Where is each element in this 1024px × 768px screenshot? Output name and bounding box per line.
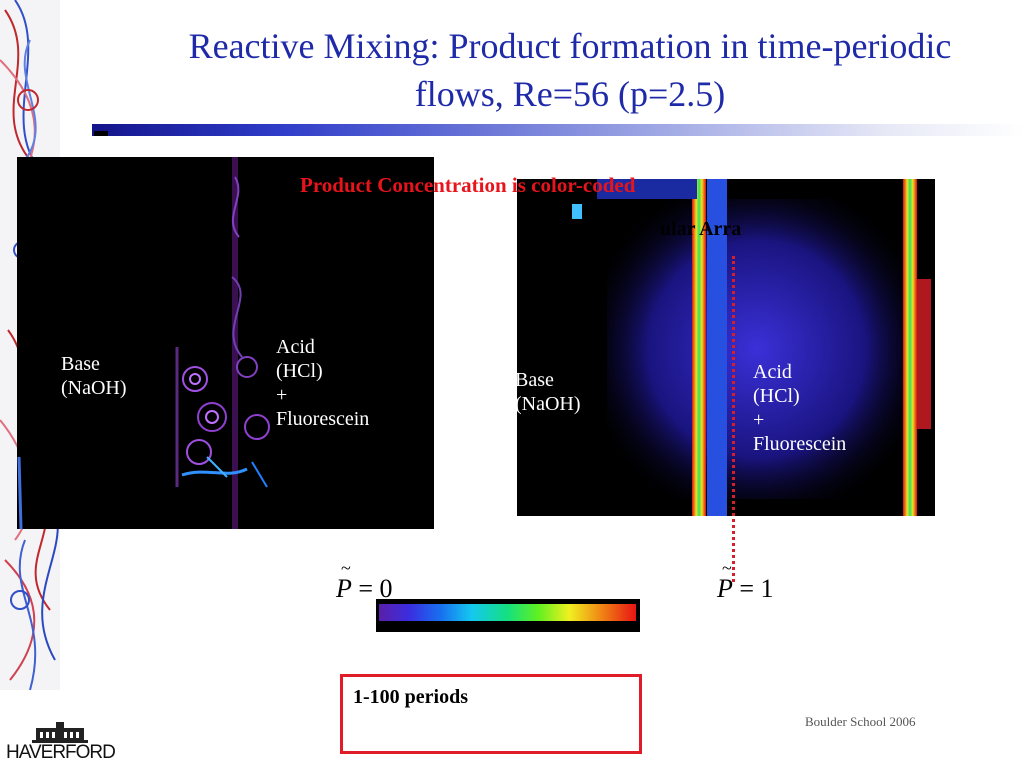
colorbar-min-label: = 0	[358, 574, 393, 603]
mixing-pattern-left	[17, 157, 270, 529]
flow-image-right: Base (NaOH) Acid (HCl) + Fluorescein	[517, 179, 935, 516]
base-label-right: Base (NaOH)	[517, 369, 581, 415]
periods-text: 1-100 periods	[353, 686, 468, 708]
colorbar-min-formula: P = 0	[336, 574, 393, 604]
title-rule-tip	[94, 131, 108, 136]
flow-image-left: Base (NaOH) Acid (HCl) + Fluorescein	[17, 157, 434, 529]
p-tilde-symbol: P	[717, 574, 733, 603]
acid-label-left: Acid (HCl) + Fluorescein	[276, 336, 370, 430]
footer-text: Boulder School 2006	[805, 714, 916, 729]
product-concentration-heading: Product Concentration is color-coded	[300, 173, 636, 197]
colorbar-max-label: = 1	[739, 574, 774, 603]
haverford-logo: HAVERFORD	[6, 722, 116, 766]
mixing-pattern-right	[572, 179, 931, 516]
title-rule	[92, 124, 1024, 136]
periods-box: 1-100 periods	[340, 674, 642, 754]
base-label-left: Base (NaOH)	[61, 353, 127, 399]
product-colorbar	[379, 604, 636, 621]
building-icon	[32, 722, 88, 743]
p-tilde-symbol: P	[336, 574, 352, 603]
partially-hidden-label: ular Arra	[660, 218, 742, 240]
colorbar-max-formula: P = 1	[717, 574, 774, 604]
slide-title: Reactive Mixing: Product formation in ti…	[188, 26, 952, 114]
logo-text: HAVERFORD	[6, 742, 116, 763]
acid-label-right: Acid (HCl) + Fluorescein	[753, 361, 847, 455]
pointer-dotted-line	[732, 256, 735, 582]
